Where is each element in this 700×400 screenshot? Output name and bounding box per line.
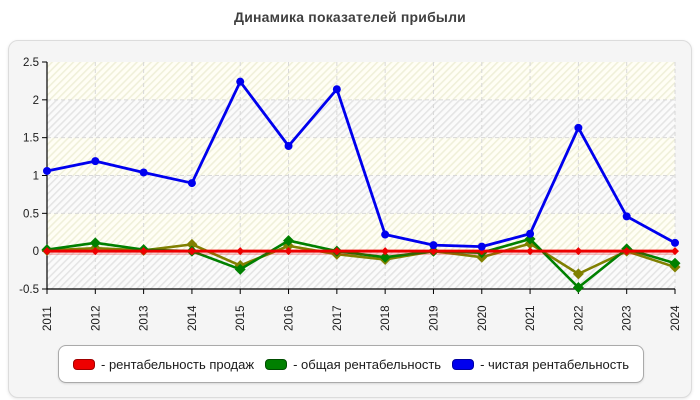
data-point-marker	[574, 123, 583, 132]
plot-band	[47, 62, 675, 100]
legend-label: - рентабельность продаж	[101, 356, 255, 372]
legend-label: - чистая рентабельность	[480, 356, 629, 372]
data-point-marker	[572, 281, 584, 293]
chart-legend: - рентабельность продаж - общая рентабел…	[58, 345, 644, 383]
y-axis-tick-label: 0	[33, 246, 39, 258]
data-point-marker	[91, 157, 100, 166]
y-axis-tick-label: 0.5	[23, 208, 39, 220]
blue-series-swatch-icon	[452, 358, 475, 370]
data-point-marker	[332, 85, 341, 94]
data-point-marker	[91, 247, 100, 256]
x-axis-tick-label: 2021	[525, 305, 537, 331]
data-point-marker	[572, 268, 584, 280]
data-point-marker	[186, 238, 198, 250]
red-series-swatch-icon	[73, 358, 95, 370]
x-axis-tick-label: 2023	[622, 305, 634, 331]
data-point-marker	[236, 247, 245, 256]
data-point-marker	[43, 166, 51, 175]
data-point-marker	[89, 237, 101, 249]
y-axis-tick-label: 1.5	[23, 133, 39, 145]
y-axis-tick-label: 2.5	[23, 57, 39, 69]
x-axis-tick-label: 2019	[428, 305, 440, 331]
data-point-marker	[283, 235, 295, 247]
data-point-marker	[139, 247, 148, 256]
x-axis-tick-label: 2016	[284, 305, 296, 331]
data-point-marker	[671, 247, 679, 256]
data-point-marker	[284, 247, 293, 256]
data-point-marker	[622, 247, 631, 256]
legend-item-net-profitability: - чистая рентабельность	[452, 357, 629, 372]
x-axis-tick-label: 2015	[235, 305, 247, 331]
data-point-marker	[379, 251, 391, 263]
data-point-marker	[429, 241, 438, 250]
x-axis-tick-label: 2022	[573, 305, 585, 331]
x-axis-tick-label: 2012	[90, 305, 102, 331]
x-axis-tick-label: 2020	[477, 305, 489, 331]
data-point-marker	[381, 247, 390, 256]
y-axis-tick-label: 1	[33, 171, 39, 183]
x-axis-tick-label: 2018	[380, 305, 392, 331]
data-point-marker	[574, 247, 583, 256]
data-point-marker	[332, 247, 341, 256]
data-point-marker	[187, 247, 196, 256]
data-point-marker	[236, 77, 245, 86]
data-point-marker	[622, 212, 631, 221]
legend-item-total-profitability: - общая рентабельность	[265, 357, 441, 372]
data-point-marker	[429, 247, 438, 256]
data-point-marker	[526, 247, 535, 256]
data-point-marker	[234, 263, 246, 275]
data-point-marker	[671, 238, 679, 247]
plot-band	[47, 175, 675, 214]
x-axis-tick-label: 2017	[332, 305, 344, 331]
data-point-marker	[43, 247, 51, 256]
x-axis-tick-label: 2014	[187, 305, 199, 331]
data-point-marker	[187, 179, 196, 188]
data-point-marker	[381, 230, 390, 239]
x-axis-tick-label: 2013	[139, 305, 151, 331]
chart-title: Динамика показателей прибыли	[234, 9, 466, 25]
plot-band	[47, 213, 675, 252]
data-point-marker	[284, 141, 293, 150]
data-point-marker	[526, 229, 535, 238]
x-axis-tick-label: 2024	[670, 305, 682, 331]
data-point-marker	[669, 257, 681, 269]
legend-label: - общая рентабельность	[293, 356, 442, 372]
y-axis-tick-label: 2	[33, 95, 39, 107]
x-axis-tick-label: 2011	[42, 306, 54, 331]
legend-item-sales-profitability: - рентабельность продаж	[73, 357, 254, 372]
series-line	[46, 80, 676, 249]
data-point-marker	[477, 242, 486, 251]
green-series-swatch-icon	[265, 358, 288, 370]
data-point-marker	[139, 168, 148, 177]
plot-band	[47, 99, 675, 138]
y-axis-tick-label: -0.5	[19, 284, 39, 296]
